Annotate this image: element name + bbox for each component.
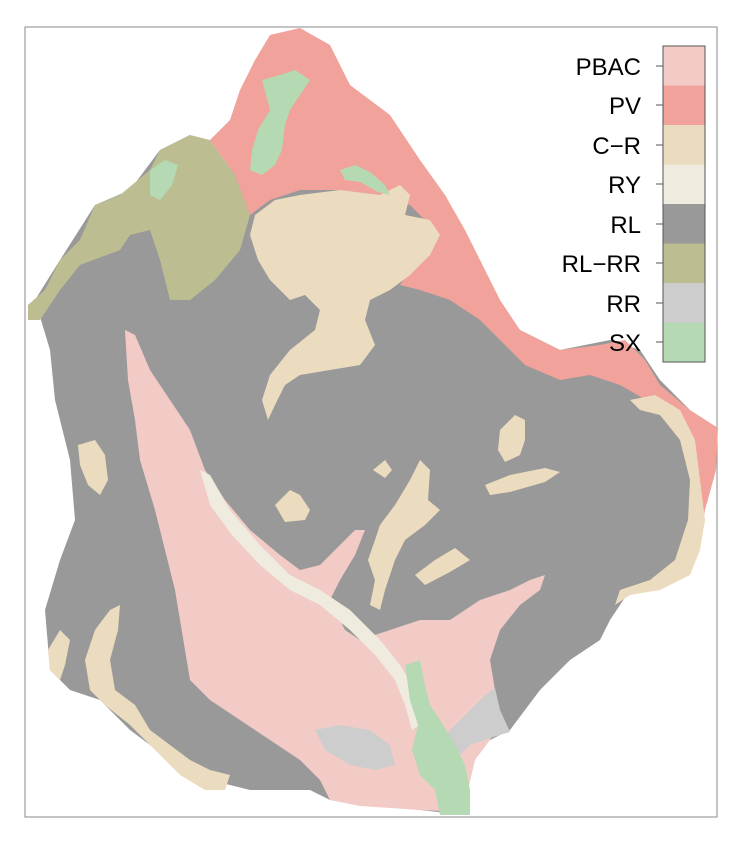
legend-label-rl-rr: RL−RR bbox=[562, 251, 641, 278]
region-rr-2 bbox=[445, 688, 510, 760]
region-sx-north-2 bbox=[340, 165, 390, 195]
region-rl-rr bbox=[28, 135, 250, 320]
legend-swatch-rl bbox=[663, 204, 705, 244]
region-sx-north-1 bbox=[250, 70, 310, 175]
region-cr-blob-6 bbox=[373, 460, 392, 478]
region-ry bbox=[200, 470, 420, 730]
region-pbac bbox=[125, 330, 545, 812]
legend: PBAC PV C−R RY RL RL−RR RR SX bbox=[562, 45, 706, 363]
legend-swatch-rl-rr bbox=[663, 243, 705, 283]
legend-label-ry: RY bbox=[608, 172, 641, 199]
region-cr-north bbox=[250, 185, 440, 420]
legend-swatch-pv bbox=[663, 85, 705, 125]
region-sx-northwest bbox=[150, 160, 178, 200]
legend-swatch-sx bbox=[663, 322, 705, 362]
legend-outline bbox=[662, 45, 706, 363]
legend-swatch-pbac bbox=[663, 46, 705, 86]
region-cr-southwest-1 bbox=[48, 630, 70, 680]
legend-swatch-ry bbox=[663, 164, 705, 204]
region-cr-west bbox=[78, 440, 108, 495]
legend-label-pv: PV bbox=[609, 93, 641, 120]
region-sx-south bbox=[405, 660, 470, 815]
region-pv bbox=[210, 28, 718, 545]
legend-swatch-rr bbox=[663, 283, 705, 323]
region-rr-1 bbox=[315, 725, 395, 770]
legend-label-pbac: PBAC bbox=[576, 54, 641, 81]
region-cr-blob-1 bbox=[498, 415, 525, 462]
region-cr-blob-3 bbox=[368, 460, 440, 610]
legend-label-rl: RL bbox=[610, 212, 641, 239]
legend-label-sx: SX bbox=[609, 330, 641, 357]
legend-ticks bbox=[656, 65, 663, 343]
legend-swatch-cr bbox=[663, 125, 705, 165]
region-cr-southwest-2 bbox=[85, 605, 230, 790]
legend-label-cr: C−R bbox=[592, 133, 641, 160]
region-cr-east bbox=[615, 395, 705, 605]
region-cr-blob-4 bbox=[415, 548, 470, 585]
region-cr-blob-2 bbox=[485, 468, 560, 495]
region-cr-blob-5 bbox=[275, 490, 310, 522]
legend-label-rr: RR bbox=[606, 291, 641, 318]
